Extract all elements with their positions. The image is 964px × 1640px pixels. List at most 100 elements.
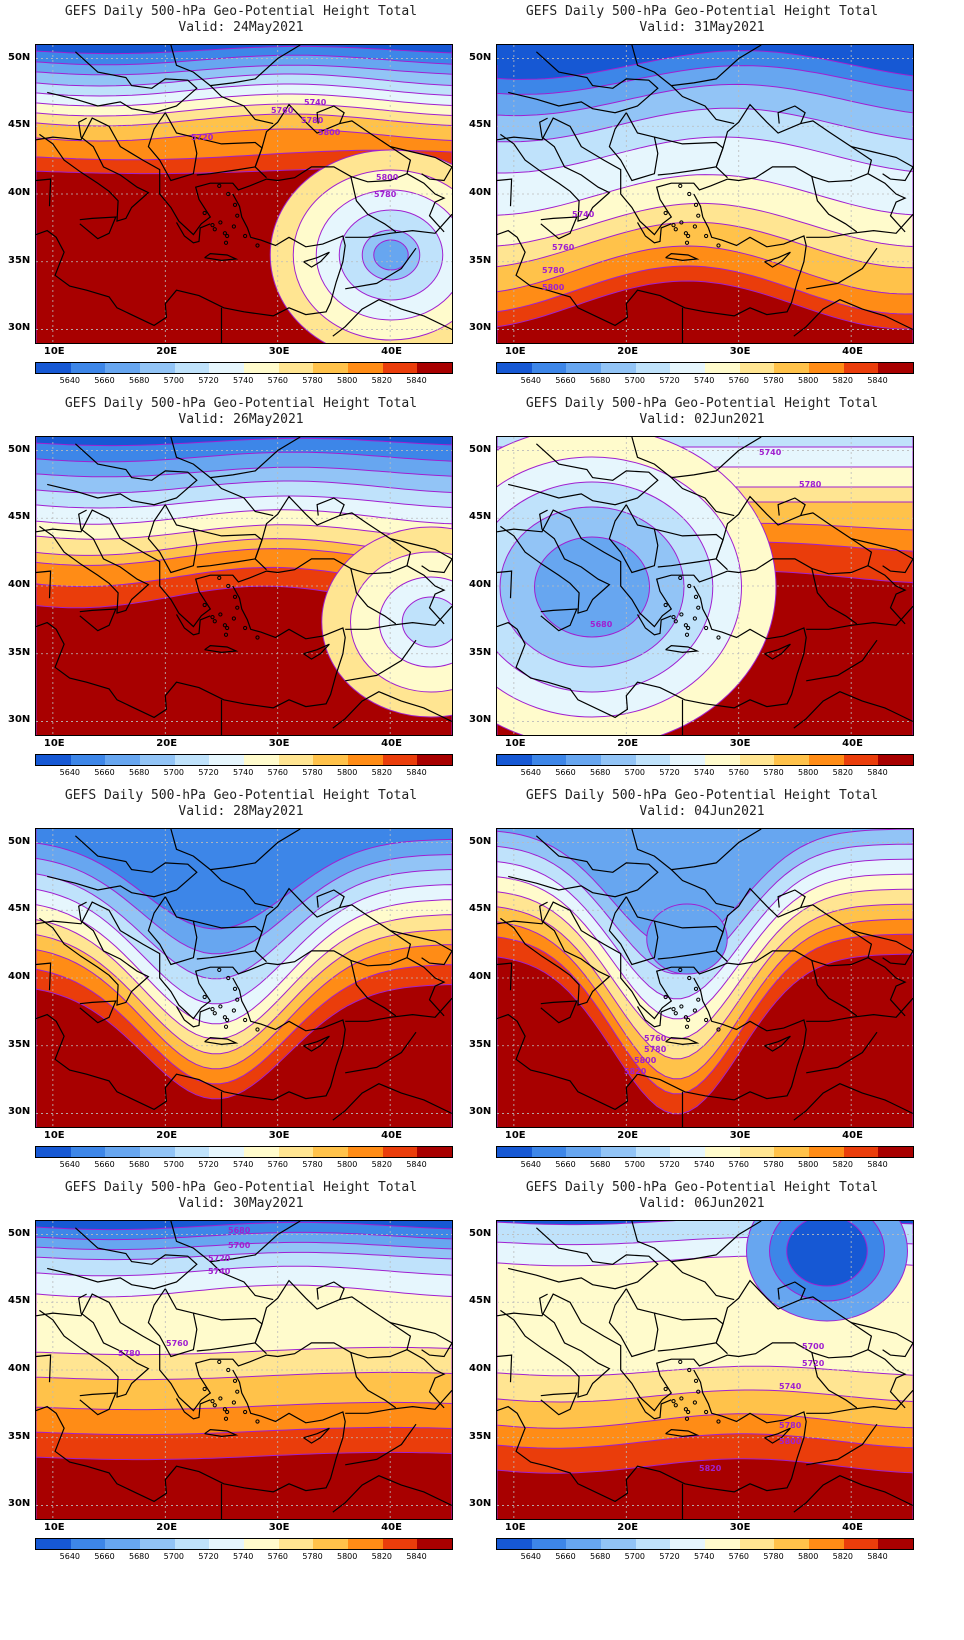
island-outline	[686, 233, 691, 239]
colorbar-swatch	[566, 1147, 602, 1157]
island-outline	[684, 632, 690, 637]
latitude-label: 30N	[469, 1498, 492, 1510]
coastline	[390, 146, 452, 182]
colorbar-label: 5700	[163, 1552, 185, 1561]
coastline	[508, 443, 659, 506]
height-map[interactable]: 5700 5720 5740 5780 5800 5820	[496, 1220, 914, 1520]
coastline	[332, 691, 452, 729]
island-outline	[693, 594, 699, 599]
coastline	[350, 960, 397, 1017]
colorbar-label: 5780	[763, 768, 784, 777]
colorbar-swatch	[36, 1539, 71, 1549]
contour-label: 5780	[779, 1421, 802, 1430]
colorbar-label: 5840	[406, 1160, 427, 1169]
coastline	[806, 1031, 878, 1074]
coastline	[209, 477, 274, 517]
coastline	[36, 570, 52, 599]
height-map[interactable]	[35, 828, 453, 1128]
colorbar-label: 5760	[267, 1160, 289, 1169]
contour-label: 5780	[374, 190, 397, 199]
colorbar-label: 5720	[659, 768, 680, 777]
coastline	[175, 1006, 211, 1028]
latitude-label: 35N	[8, 1430, 31, 1442]
island-outline	[255, 635, 260, 640]
colorbar-swatch	[705, 1539, 740, 1549]
coastline	[811, 1352, 858, 1409]
height-map[interactable]: 5740 5760 5780 5800	[496, 44, 914, 344]
island-outline	[223, 1416, 229, 1421]
colorbar-swatch	[497, 1147, 532, 1157]
coastline	[500, 1293, 611, 1398]
coastline	[332, 1475, 452, 1513]
colorbar-label: 5740	[233, 1552, 254, 1561]
panel-title: GEFS Daily 500-hPa Geo-Potential Height …	[64, 788, 418, 803]
forecast-panel: GEFS Daily 500-hPa Geo-Potential Height …	[0, 1176, 482, 1586]
island-outline	[696, 1389, 701, 1394]
island-outline	[235, 997, 240, 1002]
coastline	[36, 1279, 412, 1412]
colorbar-swatch	[313, 1539, 349, 1549]
coastline	[497, 103, 873, 236]
coastline	[303, 1427, 330, 1444]
colorbar-swatch	[348, 363, 383, 373]
colorbar-label: 5820	[832, 1160, 854, 1169]
coastline	[540, 1000, 578, 1024]
colorbar-label: 5640	[59, 1552, 81, 1561]
height-map[interactable]: 5680 5700 5720 5740 5760 5780	[35, 1220, 453, 1520]
height-band	[36, 1451, 452, 1519]
height-map[interactable]: 5740 5760 5780 5800 5720 5800 5780	[35, 44, 453, 344]
island-outline	[202, 210, 207, 216]
contour-label: 5780	[542, 266, 565, 275]
height-map[interactable]: 5760 5780 5800 5820	[496, 828, 914, 1128]
colorbar-label: 5660	[555, 1552, 576, 1561]
coastline	[406, 173, 446, 233]
coastline	[406, 1349, 446, 1409]
colorbar-label: 5720	[659, 1160, 680, 1169]
island-outline	[202, 602, 207, 608]
longitude-label: 20E	[156, 738, 178, 749]
island-outline	[678, 575, 683, 580]
longitude-label: 20E	[617, 1130, 639, 1141]
island-outline	[225, 625, 230, 631]
island-outline	[243, 1017, 248, 1023]
colorbar-swatch	[244, 755, 279, 765]
colorbar-swatch	[209, 1147, 245, 1157]
coastline	[670, 869, 735, 909]
colorbar-label: 5820	[832, 1552, 854, 1561]
latitude-label: 35N	[469, 1038, 492, 1050]
colorbar-swatch	[566, 755, 602, 765]
island-outline	[225, 1017, 230, 1023]
colorbar-label: 5660	[555, 376, 576, 385]
coastline	[764, 1427, 791, 1444]
height-map[interactable]: 5740 5780 5680	[496, 436, 914, 736]
island-outline	[693, 202, 699, 207]
coastline	[350, 568, 397, 625]
island-outline	[202, 1386, 207, 1392]
forecast-panel: GEFS Daily 500-hPa Geo-Potential Height …	[0, 392, 482, 802]
colorbar-label: 5720	[198, 1160, 219, 1169]
coastline	[665, 252, 700, 262]
colorbar-swatch	[105, 363, 141, 373]
coastline	[36, 178, 52, 207]
island-outline	[671, 223, 676, 228]
colorbar-label: 5740	[694, 376, 715, 385]
colorbar-label: 5660	[555, 1160, 576, 1169]
colorbar-swatch	[531, 363, 567, 373]
latitude-label: 45N	[469, 119, 492, 131]
longitude-label: 20E	[156, 346, 178, 357]
coastline	[608, 504, 659, 574]
coastline	[497, 193, 807, 327]
height-map[interactable]	[35, 436, 453, 736]
island-outline	[218, 220, 223, 225]
coastline	[390, 1322, 452, 1358]
contour-label: 5780	[644, 1045, 667, 1054]
contour-label: 5800	[779, 1437, 802, 1446]
coastline	[316, 889, 345, 908]
coastline	[654, 1312, 724, 1352]
longitude-label: 20E	[617, 738, 639, 749]
coastline	[636, 1006, 672, 1028]
island-outline	[692, 616, 697, 621]
colorbar-swatch	[843, 755, 879, 765]
latitude-label: 40N	[469, 1363, 492, 1374]
colorbar-swatch	[601, 755, 636, 765]
